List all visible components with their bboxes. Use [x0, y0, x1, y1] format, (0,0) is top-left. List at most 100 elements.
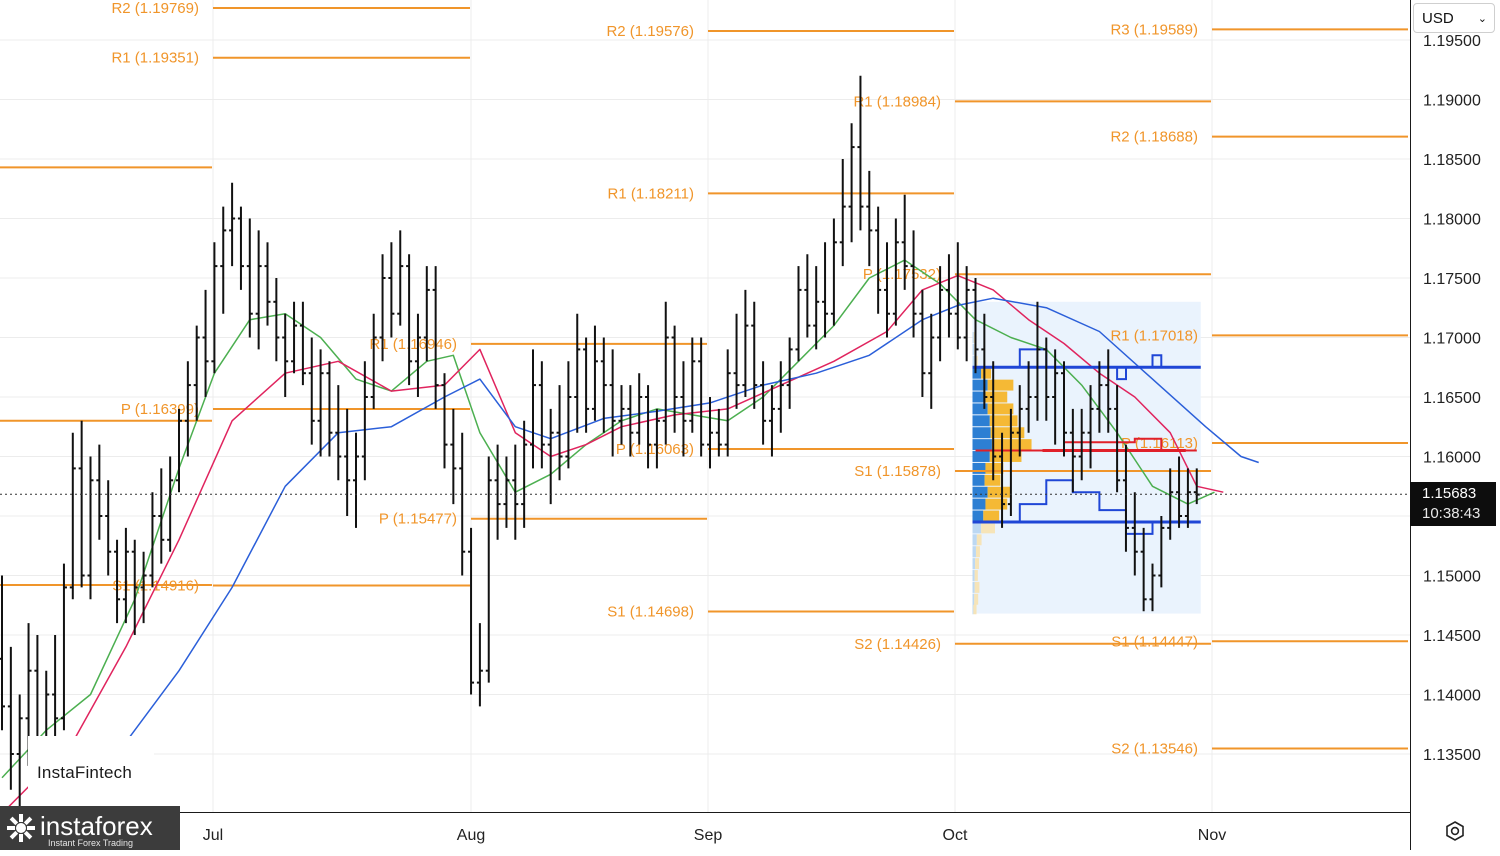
pivot-label: S1 (1.14698)	[607, 603, 694, 620]
price-tick-label: 1.18000	[1423, 212, 1481, 229]
ohlc-bar	[1061, 361, 1067, 457]
price-tick-label: 1.17500	[1423, 271, 1481, 288]
price-tick-label: 1.19500	[1423, 33, 1481, 50]
ohlc-bar	[299, 301, 306, 386]
ohlc-bar	[370, 313, 377, 409]
pivot-label: S1 (1.15878)	[854, 463, 941, 480]
ohlc-bar	[636, 373, 643, 445]
pivot-label: R1 (1.17018)	[1110, 327, 1198, 344]
ohlc-bar	[1025, 361, 1032, 433]
ohlc-bar	[1140, 527, 1147, 612]
volume-profile-bin-buy	[972, 486, 988, 498]
ohlc-bar	[361, 361, 368, 481]
volume-profile-bin-sell	[987, 379, 1014, 391]
ohlc-bar	[892, 218, 899, 326]
ohlc-bar	[751, 301, 758, 409]
ohlc-bar	[1105, 349, 1112, 433]
logo-tagline: Instant Forex Trading	[48, 838, 134, 848]
pivot-label: S1 (1.14447)	[1111, 633, 1198, 650]
volume-profile-bin-buy	[972, 534, 977, 546]
price-axis[interactable]: 1.135001.140001.145001.150001.155001.160…	[1410, 0, 1500, 850]
pivot-label: P (1.16063)	[616, 441, 694, 458]
ohlc-bar	[884, 242, 890, 338]
grid	[0, 0, 1410, 812]
volume-profile-bin-buy	[972, 355, 975, 367]
price-chart[interactable]: R2 (1.19769)R1 (1.19351)P (1.16399)S1 (1…	[0, 0, 1410, 812]
ohlc-bar	[839, 159, 846, 267]
settings-icon[interactable]	[1444, 820, 1466, 842]
currency-select[interactable]: USD ⌄	[1413, 3, 1495, 33]
ohlc-bar	[919, 289, 926, 397]
ohlc-bar	[795, 266, 802, 362]
ohlc-bar	[273, 278, 280, 362]
instafintech-watermark: InstaFintech	[28, 736, 154, 806]
volume-profile-bin-sell	[985, 391, 1008, 403]
ohlc-bar	[406, 254, 413, 386]
ohlc-bar	[1167, 468, 1174, 540]
ohlc-bar	[768, 385, 775, 457]
ohlc-bar	[468, 527, 475, 695]
ohlc-bar	[494, 444, 501, 540]
ohlc-bar	[1087, 385, 1094, 469]
volume-profile-bin-sell	[990, 427, 1025, 439]
volume-profile-bin-buy	[972, 474, 985, 486]
ohlc-bar	[184, 361, 191, 457]
ohlc-bar	[450, 408, 457, 505]
ohlc-bar	[52, 635, 59, 743]
ohlc-bar	[715, 408, 722, 457]
volume-profile-bin-buy	[972, 546, 976, 558]
ohlc-bar	[742, 289, 749, 397]
ohlc-bar	[671, 325, 678, 433]
ohlc-bar	[476, 623, 483, 707]
ohlc-bar	[335, 385, 342, 481]
value-area-low-line	[975, 479, 1197, 535]
volume-profile-bin-buy	[972, 451, 990, 462]
volume-profile-bin-buy	[972, 343, 975, 355]
price-tick-label: 1.15000	[1423, 569, 1481, 586]
pivot-label: R2 (1.18688)	[1110, 129, 1198, 146]
ohlc-bar	[698, 337, 705, 457]
ohlc-bar	[662, 301, 669, 445]
instaforex-logo: instaforex Instant Forex Trading	[0, 806, 180, 850]
logo-name: instaforex	[40, 811, 153, 841]
ohlc-bar	[804, 254, 811, 338]
volume-profile-bin-sell	[973, 603, 977, 615]
ohlc-bar	[689, 337, 696, 433]
ohlc-bar	[556, 385, 563, 481]
ohlc-bar	[760, 361, 767, 445]
ohlc-bar	[379, 254, 386, 362]
ohlc-bar	[653, 408, 660, 469]
month-label: Nov	[1198, 827, 1226, 844]
volume-profile-bin-buy	[972, 558, 976, 570]
volume-profile-bin-sell	[976, 534, 982, 546]
ohlc-bar	[176, 408, 182, 493]
time-axis[interactable]: Jul Aug Sep Oct Nov	[0, 812, 1410, 851]
ohlc-bar	[910, 230, 917, 338]
pivot-label: P (1.15477)	[379, 511, 457, 528]
ohlc-bar	[963, 266, 970, 362]
price-tick-label: 1.14000	[1423, 688, 1481, 705]
ohlc-bar	[344, 408, 351, 516]
instaforex-emblem-icon	[7, 814, 35, 842]
ohlc-bar	[211, 242, 218, 374]
ohlc-bar	[423, 266, 430, 362]
ohlc-bar	[317, 349, 324, 457]
watermark-text: InstaFintech	[37, 763, 133, 782]
pivot-label: S2 (1.14426)	[854, 636, 941, 653]
ohlc-bars	[0, 75, 1200, 812]
ohlc-bar	[237, 206, 244, 290]
ohlc-bar	[1193, 468, 1200, 505]
volume-profile-bin-sell	[975, 558, 980, 570]
volume-profile-bin-sell	[981, 367, 992, 379]
ohlc-bar	[981, 313, 988, 409]
ohlc-bar	[999, 432, 1006, 528]
ohlc-bar	[7, 646, 14, 790]
ohlc-bar	[69, 432, 76, 600]
bar-countdown: 10:38:43	[1422, 505, 1481, 522]
ohlc-bar	[220, 206, 227, 314]
ohlc-bar	[202, 289, 209, 397]
volume-profile-bin-buy	[972, 379, 988, 391]
pivot-levels: R2 (1.19769)R1 (1.19351)P (1.16399)S1 (1…	[0, 0, 1408, 758]
volume-profile-bin-sell	[985, 498, 1008, 510]
